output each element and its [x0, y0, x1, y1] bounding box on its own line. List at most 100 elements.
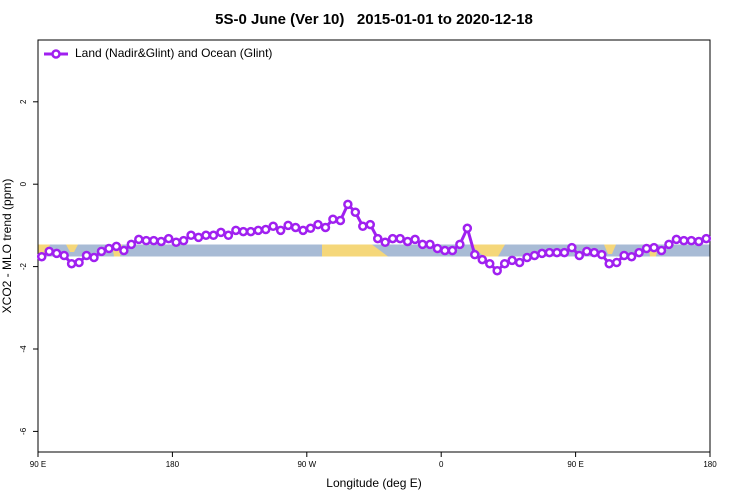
data-point	[66, 258, 77, 269]
land-ocean-strip	[38, 244, 710, 257]
data-point	[664, 239, 674, 250]
data-point	[119, 245, 129, 256]
data-point	[492, 265, 502, 276]
data-point	[447, 245, 458, 256]
data-point	[148, 235, 159, 246]
data-point	[260, 224, 271, 235]
data-point	[626, 251, 637, 262]
data-point	[156, 236, 166, 247]
y-tick-label: 2	[19, 99, 28, 104]
x-tick-label: 0	[439, 460, 444, 469]
land-strip	[604, 244, 616, 254]
y-tick-label: -4	[19, 345, 28, 353]
data-point	[507, 255, 517, 266]
data-point	[328, 214, 338, 224]
data-point	[208, 230, 219, 241]
data-point	[186, 230, 196, 241]
data-point	[350, 207, 361, 217]
data-point	[619, 250, 629, 261]
data-point	[372, 233, 383, 244]
land-strip	[470, 244, 505, 257]
data-point	[417, 239, 428, 250]
data-point	[432, 243, 443, 254]
data-point	[171, 237, 181, 248]
data-point	[365, 219, 376, 230]
data-point	[425, 239, 435, 250]
x-tick-label: 180	[166, 460, 180, 469]
data-point	[193, 232, 204, 243]
data-point	[380, 237, 390, 248]
data-point	[529, 250, 540, 261]
data-point	[544, 247, 555, 258]
data-point	[111, 241, 122, 252]
chart-title: 5S-0 June (Ver 10) 2015-01-01 to 2020-12…	[215, 11, 533, 28]
data-point	[567, 242, 577, 253]
data-point	[81, 250, 92, 261]
data-point	[387, 233, 398, 244]
data-point	[522, 252, 532, 263]
data-point	[679, 235, 689, 246]
data-point	[178, 235, 189, 246]
data-point	[283, 220, 293, 231]
data-point	[51, 248, 62, 259]
legend-marker	[51, 49, 61, 59]
data-point	[455, 239, 465, 250]
data-point	[201, 230, 211, 241]
data-point	[298, 225, 308, 236]
data-point	[126, 239, 137, 250]
data-point	[671, 234, 682, 245]
data-point	[552, 247, 562, 258]
plot-frame	[37, 39, 711, 453]
data-point	[462, 223, 473, 234]
data-point	[514, 257, 525, 268]
data-point	[358, 221, 368, 231]
x-axis-label: Longitude (deg E)	[326, 476, 421, 490]
data-point	[611, 257, 622, 268]
data-point	[589, 247, 600, 258]
land-strip	[66, 244, 78, 252]
data-point	[59, 250, 69, 261]
data-point	[499, 258, 510, 269]
data-point	[313, 219, 323, 230]
data-point	[559, 247, 570, 258]
y-tick-label: -6	[19, 427, 28, 435]
data-point	[537, 248, 547, 259]
data-point	[246, 226, 256, 237]
land-strip	[322, 244, 388, 257]
data-point	[268, 221, 278, 231]
data-point	[163, 233, 174, 244]
data-point	[649, 242, 659, 253]
data-point	[36, 251, 47, 262]
data-point	[290, 222, 301, 233]
data-point	[686, 235, 697, 246]
data-point	[634, 247, 644, 258]
x-tick-label: 90 W	[297, 460, 316, 469]
data-point	[470, 249, 480, 260]
data-point	[596, 249, 607, 260]
data-point	[253, 225, 264, 236]
legend-label: Land (Nadir&Glint) and Ocean (Glint)	[75, 46, 272, 60]
data-point	[440, 245, 450, 256]
data-point	[74, 257, 84, 268]
data-point	[305, 223, 316, 234]
data-point	[604, 258, 614, 269]
data-point	[134, 234, 144, 245]
data-point	[231, 225, 241, 236]
data-point	[216, 227, 226, 238]
data-point	[223, 230, 234, 241]
data-point	[641, 243, 652, 254]
data-point	[574, 250, 585, 261]
data-point	[477, 254, 488, 265]
data-point	[44, 246, 54, 257]
x-tick-label: 90 E	[567, 460, 583, 469]
y-axis-label: XCO2 - MLO trend (ppm)	[0, 179, 14, 314]
data-point	[104, 243, 114, 254]
data-point	[402, 236, 413, 247]
data-point	[484, 258, 495, 269]
x-tick-label: 90 E	[30, 460, 46, 469]
data-point	[96, 246, 107, 257]
data-point	[320, 222, 331, 233]
data-point	[335, 215, 346, 226]
data-point	[694, 236, 704, 247]
